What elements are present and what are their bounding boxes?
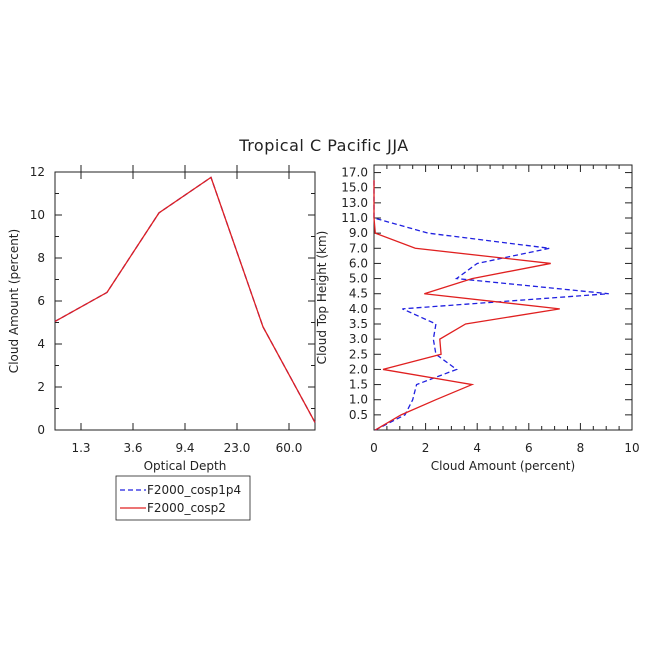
legend: F2000_cosp1p4 F2000_cosp2 — [115, 475, 251, 521]
right-x-axis-label: Cloud Amount (percent) — [431, 459, 575, 473]
right-series-line-2 — [373, 180, 560, 431]
left-y-tick-label: 12 — [30, 165, 45, 179]
chart-title: Tropical C Pacific JJA — [238, 136, 408, 155]
right-y-tick-label: 7.0 — [349, 241, 368, 255]
right-y-tick-label: 3.5 — [349, 317, 368, 331]
right-x-tick-label: 6 — [525, 441, 533, 455]
left-series-line-2 — [54, 176, 316, 423]
right-panel: 0.51.01.52.02.53.03.54.04.55.06.07.09.01… — [315, 164, 640, 473]
left-plot-frame — [54, 171, 316, 431]
right-y-tick-label: 6.0 — [349, 256, 368, 270]
right-y-tick-label: 2.5 — [349, 347, 368, 361]
right-x-tick-label: 4 — [473, 441, 481, 455]
left-y-tick-label: 8 — [37, 251, 45, 265]
left-x-tick-label: 1.3 — [71, 441, 90, 455]
right-series-line-1 — [373, 180, 609, 431]
right-y-tick-label: 4.0 — [349, 302, 368, 316]
right-y-tick-label: 13.0 — [341, 196, 368, 210]
left-y-tick-label: 6 — [37, 294, 45, 308]
left-y-tick-label: 2 — [37, 380, 45, 394]
left-y-tick-label: 4 — [37, 337, 45, 351]
right-x-tick-label: 2 — [422, 441, 430, 455]
right-x-tick-label: 8 — [577, 441, 585, 455]
right-plot-frame — [373, 164, 633, 431]
legend-entry-1: F2000_cosp1p4 — [147, 483, 241, 497]
left-y-tick-label: 0 — [37, 423, 45, 437]
right-y-tick-label: 1.0 — [349, 393, 368, 407]
right-y-tick-label: 4.5 — [349, 287, 368, 301]
right-y-tick-label: 5.0 — [349, 272, 368, 286]
left-x-tick-label: 9.4 — [175, 441, 194, 455]
right-y-tick-label: 0.5 — [349, 408, 368, 422]
left-x-axis-label: Optical Depth — [144, 459, 227, 473]
left-panel: 0 2 4 6 8 10 12 1.3 3.6 9.4 23.0 60.0 Optical Depth C… — [7, 165, 316, 473]
legend-entry-2: F2000_cosp2 — [147, 501, 226, 515]
right-y-tick-label: 2.0 — [349, 362, 368, 376]
right-x-tick-label: 10 — [624, 441, 639, 455]
right-y-tick-label: 17.0 — [341, 166, 368, 180]
left-y-tick-label: 10 — [30, 208, 45, 222]
left-x-tick-label: 3.6 — [123, 441, 142, 455]
right-y-tick-label: 11.0 — [341, 211, 368, 225]
left-x-tick-label: 60.0 — [276, 441, 303, 455]
right-y-tick-label: 3.0 — [349, 332, 368, 346]
legend-box — [115, 475, 251, 521]
right-y-tick-label: 15.0 — [341, 181, 368, 195]
right-y-tick-label: 1.5 — [349, 378, 368, 392]
left-y-axis-label: Cloud Amount (percent) — [7, 229, 21, 373]
right-x-tick-label: 0 — [370, 441, 378, 455]
right-y-tick-label: 9.0 — [349, 226, 368, 240]
left-x-tick-label: 23.0 — [224, 441, 251, 455]
right-y-axis-label: Cloud Top Height (km) — [315, 231, 329, 365]
